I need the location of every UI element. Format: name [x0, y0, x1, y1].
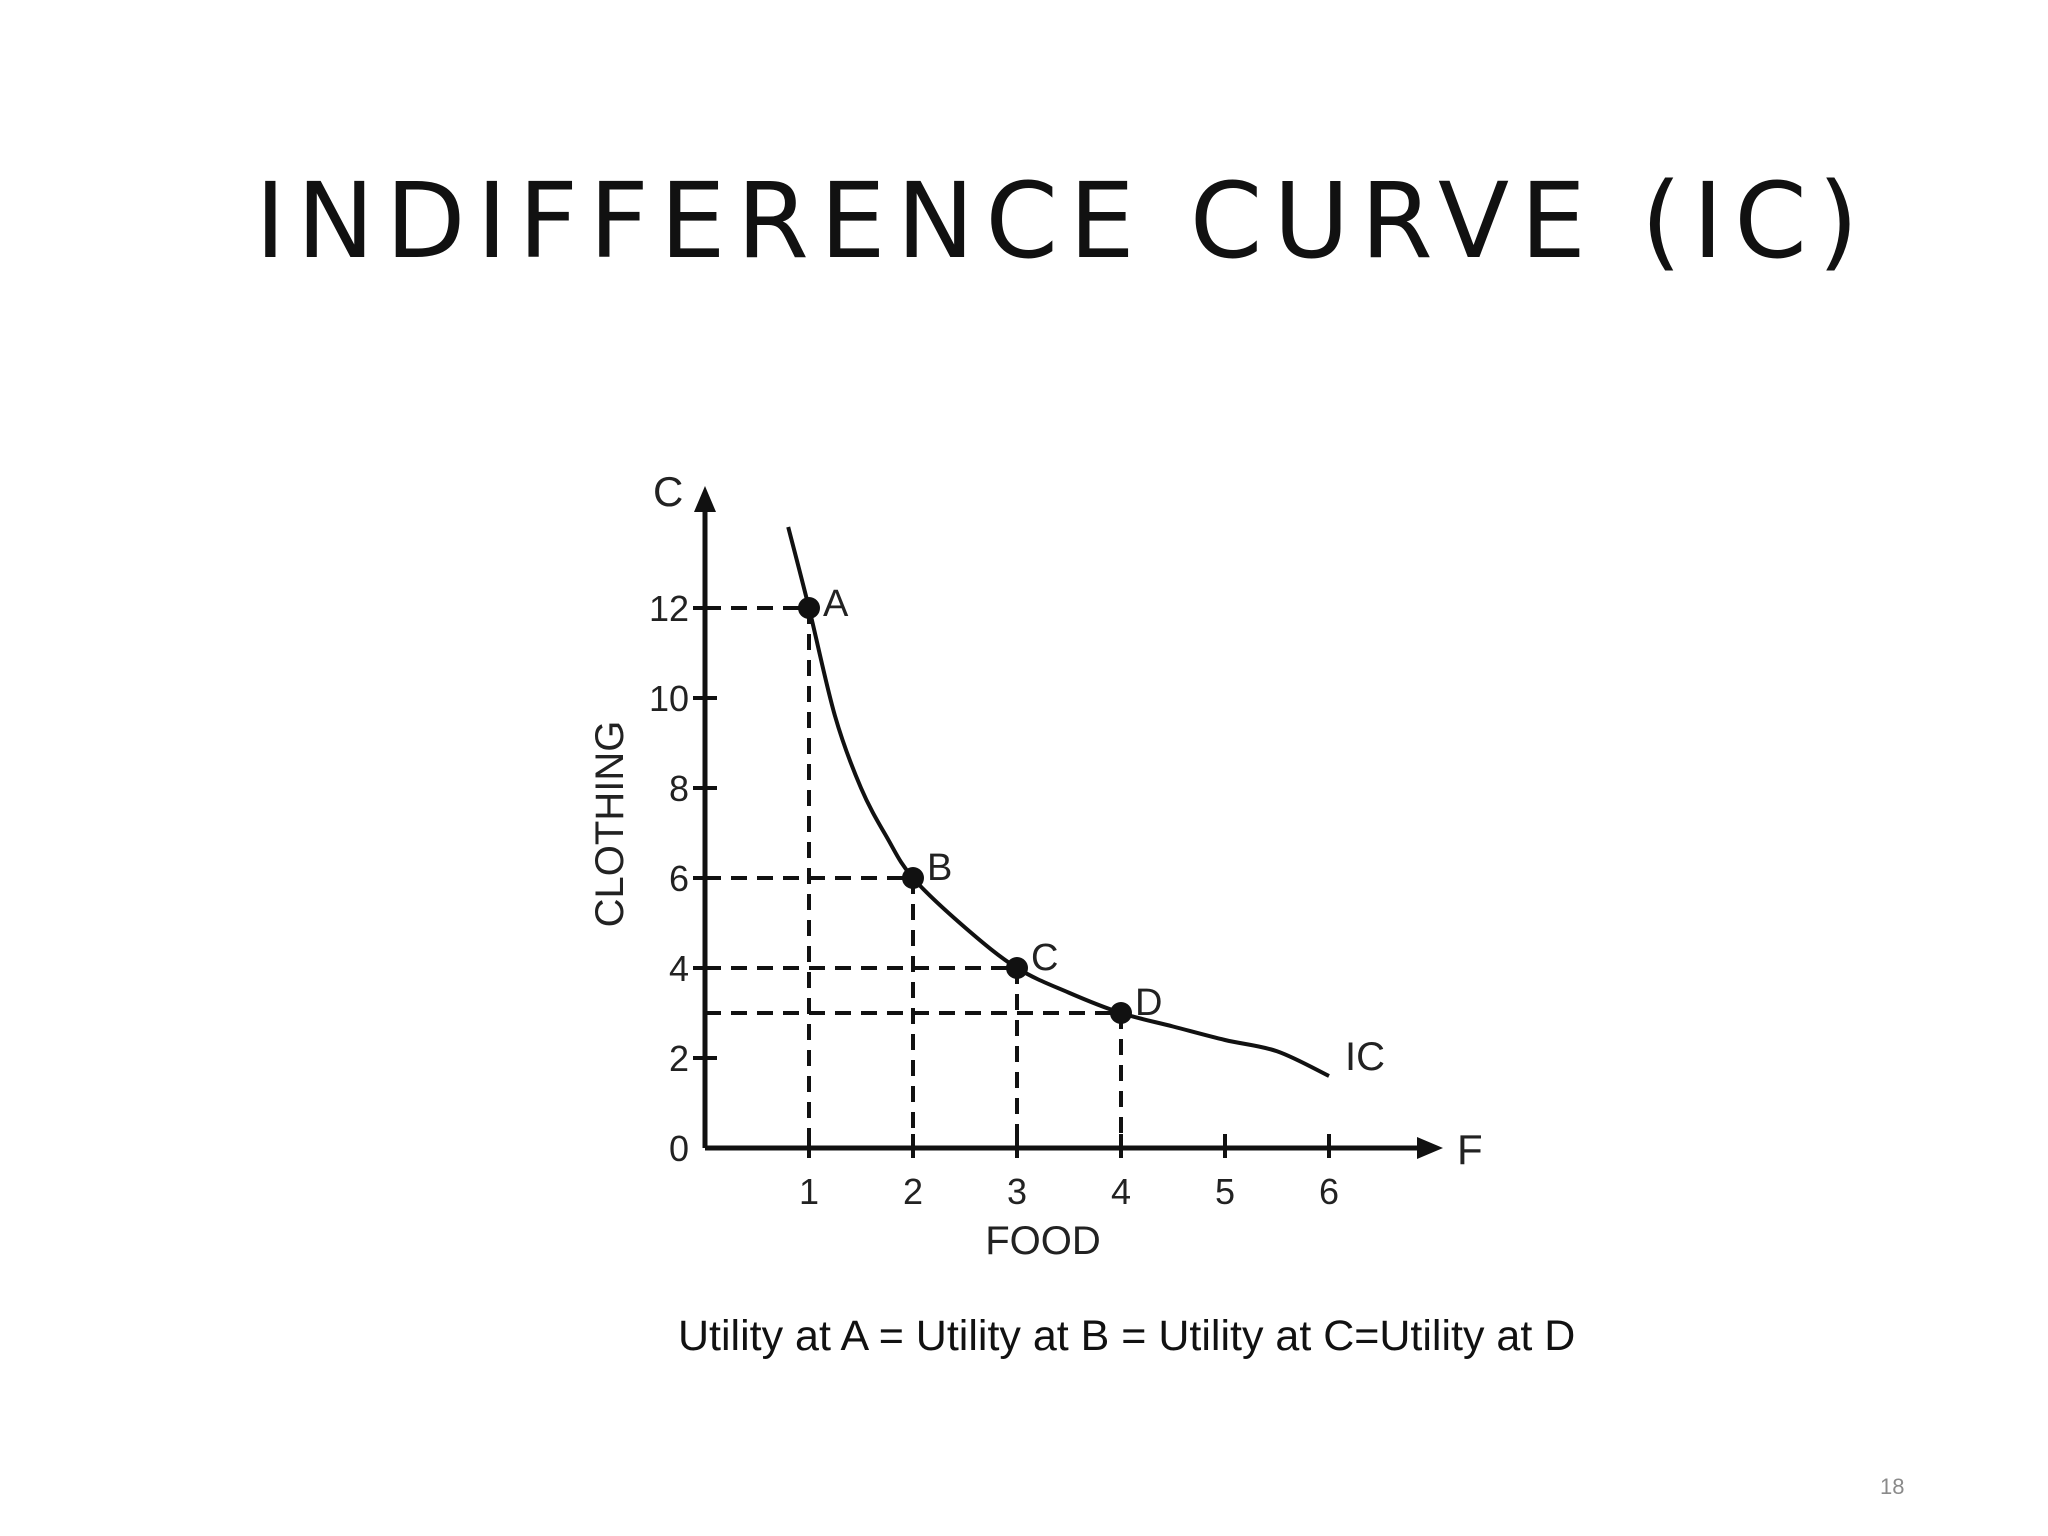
guide-lines: [705, 606, 1123, 1148]
points-layer: [798, 597, 1132, 1024]
x-tick-label: 4: [1111, 1171, 1131, 1212]
x-tick-label: 3: [1007, 1171, 1027, 1212]
x-axis-letter: F: [1457, 1126, 1483, 1173]
point-a: [798, 597, 820, 619]
y-tick-label: 8: [669, 768, 689, 809]
y-tick-label: 0: [669, 1128, 689, 1169]
point-b: [902, 867, 924, 889]
curve-label-ic: IC: [1345, 1035, 1385, 1079]
slide-title: INDIFFERENCE CURVE (IC): [255, 160, 1870, 282]
point-label-c: C: [1031, 937, 1058, 979]
y-tick-label: 4: [669, 948, 689, 989]
x-tick-label: 6: [1319, 1171, 1339, 1212]
axes: [693, 486, 1443, 1159]
point-d: [1110, 1002, 1132, 1024]
point-label-b: B: [927, 847, 952, 889]
point-c: [1006, 957, 1028, 979]
x-tick-label: 2: [903, 1171, 923, 1212]
x-tick-label: 5: [1215, 1171, 1235, 1212]
point-label-d: D: [1135, 982, 1162, 1024]
x-axis-title: FOOD: [985, 1219, 1101, 1263]
y-tick-label: 10: [649, 678, 689, 719]
y-axis-title: CLOTHING: [588, 721, 632, 928]
y-tick-label: 2: [669, 1038, 689, 1079]
utility-caption: Utility at A = Utility at B = Utility at…: [678, 1312, 1576, 1360]
y-axis-arrow: [694, 486, 716, 512]
indifference-curve: [786, 526, 1330, 1078]
x-axis-arrow: [1417, 1137, 1443, 1159]
x-tick-label: 1: [799, 1171, 819, 1212]
y-tick-label: 12: [649, 588, 689, 629]
slide-number: 18: [1880, 1474, 1905, 1499]
y-tick-label: 6: [669, 858, 689, 899]
y-axis-letter: C: [653, 468, 683, 515]
point-label-a: A: [823, 583, 849, 625]
curve-layer: [786, 526, 1330, 1078]
